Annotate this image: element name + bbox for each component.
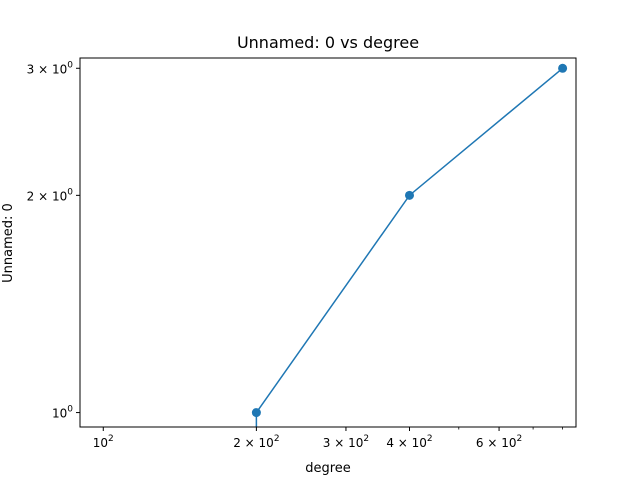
data-point <box>404 190 414 200</box>
plot-area: 102 2 × 102 3 × 102 4 × 102 6 × 102 100 2 × 10… <box>27 57 577 450</box>
y-tick-label: 3 × 100 <box>27 60 74 76</box>
data-point <box>251 408 261 418</box>
series-group <box>251 63 568 427</box>
x-tick-label: 2 × 102 <box>233 434 279 450</box>
x-tick-label: 102 <box>93 434 114 450</box>
chart-title: Unnamed: 0 vs degree <box>237 33 419 52</box>
y-axis-label: Unnamed: 0 <box>1 203 16 283</box>
plot-frame <box>79 57 577 428</box>
x-tick-label: 4 × 102 <box>386 434 432 450</box>
x-tick-label: 3 × 102 <box>323 434 369 450</box>
x-tick-label: 6 × 102 <box>476 434 522 450</box>
y-tick-label: 2 × 100 <box>27 187 74 203</box>
data-point <box>558 63 568 73</box>
x-axis-label: degree <box>305 461 351 476</box>
y-tick-label: 100 <box>52 405 73 421</box>
